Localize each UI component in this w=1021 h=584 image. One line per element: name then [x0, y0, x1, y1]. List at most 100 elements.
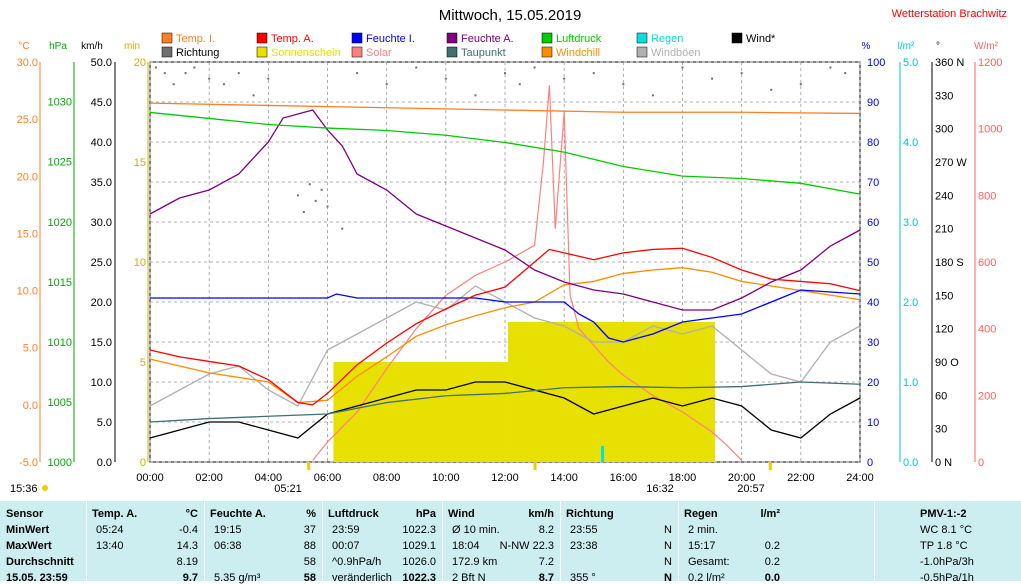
table-cell: 18:04 [452, 540, 480, 552]
table-cell-value: N [664, 572, 672, 584]
legend-label: Wind* [746, 33, 776, 45]
direction-dot [711, 77, 714, 80]
direction-dot [154, 66, 157, 69]
sunshine-block [333, 362, 508, 462]
table-cell: MaxWert [6, 540, 52, 552]
table-cell: 23:55 [570, 524, 598, 536]
direction-dot [651, 94, 654, 97]
tick-label-hpa: 1030 [48, 97, 72, 109]
table-divider [874, 501, 875, 581]
table-cell: 23:59 [332, 524, 360, 536]
table-unit: °C [185, 508, 198, 520]
table-cell-value: N [664, 540, 672, 552]
legend-label: Temp. I. [176, 33, 215, 45]
legend-swatch [446, 32, 458, 44]
tick-label-deg: 180 S [935, 257, 964, 269]
table-unit: l/m² [760, 508, 780, 520]
direction-dot [308, 183, 311, 186]
tick-label-solar: 200 [978, 390, 996, 402]
direction-dot [172, 83, 175, 86]
direction-dot [385, 83, 388, 86]
table-cell-value: 8.2 [538, 524, 554, 536]
tick-label-kmh: 0.0 [97, 457, 112, 469]
table-cell-value: N [664, 524, 672, 536]
tick-label-kmh: 30.0 [91, 217, 112, 229]
tick-label-celsius: 5.0 [23, 343, 38, 355]
tick-label-celsius: 10.0 [17, 286, 38, 298]
tick-label-deg: 90 O [935, 357, 959, 369]
tick-label-time: 06:00 [314, 472, 342, 484]
tick-label-time: 08:00 [373, 472, 401, 484]
chart-title: Mittwoch, 15.05.2019 [439, 7, 582, 24]
tick-label-percent: 90 [867, 97, 879, 109]
tick-label-rain: 1.0 [903, 377, 918, 389]
direction-dot [770, 88, 773, 91]
table-cell-value: 88 [303, 540, 316, 552]
series-line-dewpoint [149, 381, 861, 423]
table-cell: MinWert [6, 524, 50, 536]
series-line-humidity-indoor [150, 289, 861, 343]
table-unit: hPa [415, 508, 436, 520]
table-cell: WC 8.1 °C [920, 524, 973, 536]
tick-label-celsius: 25.0 [17, 114, 38, 126]
table-cell-value: 1026.0 [402, 556, 436, 568]
tick-label-kmh: 20.0 [91, 297, 112, 309]
table-cell-value: 8.19 [176, 556, 198, 568]
direction-dot [252, 94, 255, 97]
tick-label-deg: 30 [935, 424, 947, 436]
table-cell: veränderlich [332, 572, 392, 584]
table-cell-value: -0.4 [179, 524, 198, 536]
tick-label-min: 10 [134, 257, 146, 269]
table-column: Richtung 23:55 N 23:38 N N 355 ° N [560, 501, 676, 584]
tick-label-percent: 0 [867, 457, 873, 469]
table-unit: % [306, 508, 316, 520]
tick-label-time: 00:00 [136, 472, 164, 484]
direction-dot [622, 83, 625, 86]
direction-dot [193, 66, 196, 69]
table-cell: -0.5hPa/1h [920, 572, 974, 584]
tick-label-celsius: 30.0 [17, 57, 38, 69]
tick-label-time: 16:00 [610, 472, 638, 484]
table-cell: 5.35 g/m³ [214, 572, 261, 584]
legend-swatch [731, 32, 743, 44]
direction-dot [415, 66, 418, 69]
tick-label-deg: 300 [935, 124, 953, 136]
tick-label-time: 20:00 [728, 472, 756, 484]
tick-label-deg: 270 W [935, 157, 967, 169]
series-line-pressure [149, 111, 861, 195]
current-time: 15:36 [10, 483, 38, 495]
tick-label-time: 04:00 [255, 472, 283, 484]
table-cell: 19:15 [214, 524, 242, 536]
legend-swatch [636, 46, 648, 58]
direction-dot [237, 72, 240, 75]
table-cell-value: 1022.3 [402, 524, 436, 536]
tick-label-min: 15 [134, 157, 146, 169]
legend-label: Richtung [176, 47, 219, 59]
legend-label: Sonnenschein [271, 47, 341, 59]
table-divider [204, 501, 205, 581]
legend-swatch [541, 46, 553, 58]
tick-label-kmh: 15.0 [91, 337, 112, 349]
table-cell: ^0.9hPa/h [332, 556, 382, 568]
direction-dot [563, 77, 566, 80]
tick-label-min: 20 [134, 57, 146, 69]
tick-label-time: 02:00 [195, 472, 223, 484]
tick-label-percent: 20 [867, 377, 879, 389]
tick-label-deg: 120 [935, 324, 953, 336]
axis-unit-percent: % [862, 41, 871, 52]
table-cell-value: 0.0 [764, 572, 780, 584]
tick-label-rain: 5.0 [903, 57, 918, 69]
tick-label-kmh: 25.0 [91, 257, 112, 269]
tick-label-kmh: 10.0 [91, 377, 112, 389]
table-cell: TP 1.8 °C [920, 540, 968, 552]
legend-label: Solar [366, 47, 392, 59]
table-header: Temp. A. [92, 508, 138, 520]
legend-swatch [446, 46, 458, 58]
tick-label-percent: 80 [867, 137, 879, 149]
direction-dot [740, 72, 743, 75]
table-column: Wind km/h Ø 10 min. 8.2 18:04 N-NW 22.3 172.9 … [442, 501, 558, 584]
chart-marks [149, 66, 861, 462]
stats-table: Sensor MinWert MaxWert Durchschnitt 15.05. 2… [0, 501, 1021, 584]
tick-label-time: 14:00 [550, 472, 578, 484]
tick-label-kmh: 40.0 [91, 137, 112, 149]
